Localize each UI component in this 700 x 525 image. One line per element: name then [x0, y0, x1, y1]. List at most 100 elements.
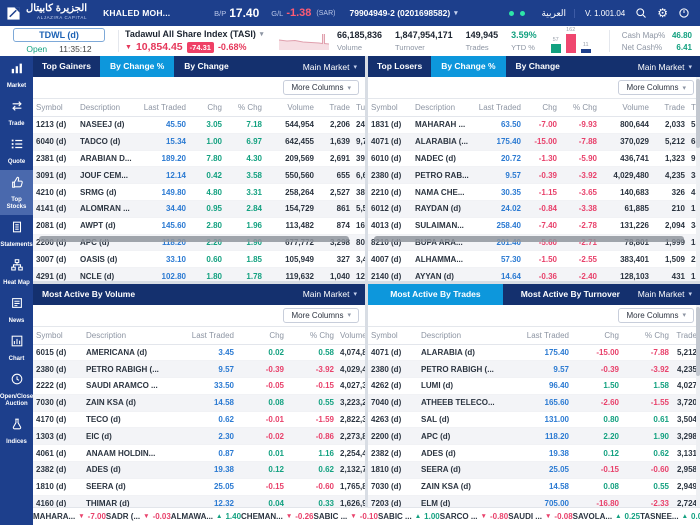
language-toggle[interactable]: العربية: [541, 7, 567, 18]
tab-by-change[interactable]: By Change: [515, 61, 560, 71]
ticker-item[interactable]: MAHARA... ▼ -7.00: [33, 512, 106, 521]
vertical-scrollbar[interactable]: [696, 304, 700, 508]
table-row[interactable]: 4061 (d) ANAAM HOLDIN... 0.87 0.01 1.16 2,254…: [33, 445, 365, 463]
sidebar-item-market[interactable]: Market: [0, 56, 33, 94]
market-filter-dropdown[interactable]: Main Market ▾: [303, 56, 365, 77]
table-row[interactable]: 2382 (d) ADES (d) 19.38 0.12 0.62 3,131: [368, 445, 700, 463]
column-header-volume[interactable]: Volume: [287, 103, 314, 112]
column-header-symbol[interactable]: Symbol: [36, 330, 63, 340]
table-row[interactable]: 4210 (d) SRMG (d) 149.80 4.80 3.31 258,264 2,5…: [33, 184, 365, 201]
market-filter-dropdown[interactable]: Main Market ▾: [638, 56, 700, 77]
gear-icon[interactable]: ⚙: [657, 6, 668, 20]
sidebar-item-indices[interactable]: Indices: [0, 412, 33, 450]
table-row[interactable]: 3091 (d) JOUF CEM... 12.14 0.42 3.58 550,560 6…: [33, 167, 365, 185]
table-row[interactable]: 6010 (d) NADEC (d) 20.72 -1.30 -5.90 436,741 1…: [368, 151, 700, 168]
more-columns-button[interactable]: More Columns ▾: [283, 80, 359, 95]
table-row[interactable]: 3007 (d) OASIS (d) 33.10 0.60 1.85 105,949 327…: [33, 251, 365, 269]
table-row[interactable]: 7030 (d) ZAIN KSA (d) 14.58 0.08 0.55 2,949: [368, 479, 700, 496]
more-columns-button[interactable]: More Columns ▾: [618, 307, 694, 323]
market-selector-button[interactable]: TDWL (d): [13, 28, 105, 42]
column-header-chg[interactable]: % Chg: [309, 330, 334, 340]
scrollbar-thumb[interactable]: [696, 79, 700, 149]
column-header-last-traded[interactable]: Last Traded: [526, 330, 569, 340]
column-header-volume[interactable]: Volume: [622, 103, 649, 112]
table-row[interactable]: 1213 (d) NASEEJ (d) 45.50 3.05 7.18 544,954 2,…: [33, 117, 365, 134]
table-row[interactable]: 4007 (d) ALHAMMA... 57.30 -1.50 -2.55 383,401…: [368, 251, 700, 269]
ticker-item[interactable]: ALMAWA... ▲ 1.40: [171, 512, 241, 521]
column-header-symbol[interactable]: Symbol: [36, 103, 63, 112]
tab-most-active-by-trades[interactable]: Most Active By Trades: [368, 283, 503, 305]
table-row[interactable]: 7030 (d) ZAIN KSA (d) 14.58 0.08 0.55 3,223,2…: [33, 394, 365, 412]
tab-by-change[interactable]: By Change %: [99, 56, 175, 77]
ticker-item[interactable]: SADR (... ▼ -0.03: [106, 512, 171, 521]
table-row[interactable]: 2382 (d) ADES (d) 19.38 0.12 0.62 2,132,747: [33, 462, 365, 479]
column-header-chg[interactable]: % Chg: [237, 103, 262, 112]
table-row[interactable]: 4071 (d) ALARABIA (... 175.40 -15.00 -7.88 37…: [368, 133, 700, 151]
column-header-symbol[interactable]: Symbol: [371, 103, 398, 112]
ticker-item[interactable]: SAUDI ... ▼ -0.08: [508, 512, 572, 521]
table-row[interactable]: 2222 (d) SAUDI ARAMCO ... 33.50 -0.05 -0.15 4…: [33, 378, 365, 395]
column-header-turnover[interactable]: Turnover: [688, 103, 700, 112]
table-header-row[interactable]: Symbol Description Last Traded Chg % Chg Volu…: [33, 99, 365, 117]
market-filter-dropdown[interactable]: Main Market ▾: [303, 284, 365, 305]
column-header-last-traded[interactable]: Last Traded: [143, 103, 186, 112]
table-row[interactable]: 7203 (d) ELM (d) 705.00 -16.80 -2.33 2,724: [368, 495, 700, 508]
tab-most-active-by-turnover[interactable]: Most Active By Turnover: [520, 288, 620, 299]
table-header-row[interactable]: Symbol Description Last Traded Chg % Chg Trad…: [368, 326, 700, 345]
ticker-item[interactable]: SABIC ... ▼ -0.10: [313, 512, 377, 521]
table-row[interactable]: 2380 (d) PETRO RABIGH (... 9.57 -0.39 -3.92 4…: [368, 361, 700, 379]
column-header-symbol[interactable]: Symbol: [371, 330, 398, 340]
account-selector[interactable]: 79904949-2 (0201698582) ▾: [349, 8, 457, 18]
ticker-item[interactable]: SARCO ... ▼ -0.80: [440, 512, 508, 521]
table-row[interactable]: 2081 (d) AWPT (d) 145.60 2.80 1.96 113,482 874…: [33, 218, 365, 235]
column-header-last-traded[interactable]: Last Traded: [191, 330, 234, 340]
table-row[interactable]: 1303 (d) EIC (d) 2.30 -0.02 -0.86 2,273,812: [33, 428, 365, 446]
column-header-chg[interactable]: Chg: [207, 103, 222, 112]
sidebar-item-chart[interactable]: Chart: [0, 329, 33, 367]
table-row[interactable]: 4160 (d) THIMAR (d) 12.32 0.04 0.33 1,626,995: [33, 495, 365, 508]
column-header-volume[interactable]: Volume: [340, 330, 365, 340]
table-row[interactable]: 7040 (d) ATHEEB TELECO... 165.60 -2.60 -1.55…: [368, 394, 700, 412]
table-row[interactable]: 4262 (d) LUMI (d) 96.40 1.50 1.58 4,027: [368, 378, 700, 395]
column-header-last-traded[interactable]: Last Traded: [478, 103, 521, 112]
table-row[interactable]: 6012 (d) RAYDAN (d) 24.02 -0.84 -3.38 61,885 2…: [368, 200, 700, 218]
table-row[interactable]: 2200 (d) APC (d) 118.20 2.20 1.90 3,298: [368, 428, 700, 446]
tab-by-change[interactable]: By Change %: [431, 56, 506, 77]
table-row[interactable]: 4291 (d) NCLE (d) 102.80 1.80 1.78 119,632 1,0…: [33, 268, 365, 281]
table-header-row[interactable]: Symbol Description Last Traded Chg % Chg Volu…: [33, 326, 365, 345]
ticker-item[interactable]: SAVOLA... ▲ 0.25: [573, 512, 640, 521]
index-selector[interactable]: Tadawul All Share Index (TASI) ▾: [125, 29, 273, 39]
table-row[interactable]: 4013 (d) SULAIMAN... 258.40 -7.40 -2.78 131,2…: [368, 218, 700, 235]
sidebar-item-auction[interactable]: Open/Close Auction: [0, 367, 33, 412]
horizontal-scrollbar[interactable]: [374, 235, 684, 242]
ticker-item[interactable]: CHEMAN... ▼ -0.26: [241, 512, 313, 521]
column-header-chg[interactable]: Chg: [542, 103, 557, 112]
column-header-description[interactable]: Description: [421, 330, 462, 340]
sidebar-item-trade[interactable]: Trade: [0, 94, 33, 132]
more-columns-button[interactable]: More Columns ▾: [618, 80, 694, 95]
table-row[interactable]: 4263 (d) SAL (d) 131.00 0.80 0.61 3,504: [368, 412, 700, 429]
ticker-item[interactable]: SABIC ... ▲ 1.00: [378, 512, 440, 521]
table-row[interactable]: 6015 (d) AMERICANA (d) 3.45 0.02 0.58 4,074,8…: [33, 345, 365, 362]
table-row[interactable]: 2380 (d) PETRO RABIGH (... 9.57 -0.39 -3.92 4…: [33, 361, 365, 379]
column-header-chg[interactable]: % Chg: [644, 330, 669, 340]
column-header-chg[interactable]: Chg: [269, 330, 284, 340]
column-header-chg[interactable]: Chg: [604, 330, 619, 340]
sidebar-item-top-stocks[interactable]: Top Stocks: [0, 170, 33, 215]
sidebar-item-statements[interactable]: Statements: [0, 215, 33, 253]
tab-by-change[interactable]: By Change: [184, 61, 229, 71]
table-row[interactable]: 2210 (d) NAMA CHE... 30.35 -1.15 -3.65 140,68…: [368, 184, 700, 201]
column-header-description[interactable]: Description: [86, 330, 127, 340]
table-row[interactable]: 4141 (d) ALOMRAN ... 34.40 0.95 2.84 154,729 8…: [33, 200, 365, 218]
search-icon[interactable]: [635, 7, 647, 19]
table-row[interactable]: 1810 (d) SEERA (d) 25.05 -0.15 -0.60 1,765,85…: [33, 479, 365, 496]
sidebar-item-news[interactable]: News: [0, 291, 33, 329]
market-filter-dropdown[interactable]: Main Market ▾: [638, 284, 700, 305]
table-row[interactable]: 2380 (d) PETRO RAB... 9.57 -0.39 -3.92 4,029,…: [368, 167, 700, 185]
table-header-row[interactable]: Symbol Description Last Traded Chg % Chg Volu…: [368, 99, 700, 117]
column-header-trade[interactable]: Trade: [664, 103, 685, 112]
table-row[interactable]: 2381 (d) ARABIAN D... 189.20 7.80 4.30 209,56…: [33, 151, 365, 168]
more-columns-button[interactable]: More Columns ▾: [283, 307, 359, 323]
column-header-trade[interactable]: Trade: [676, 330, 697, 340]
vertical-scrollbar[interactable]: [696, 77, 700, 281]
